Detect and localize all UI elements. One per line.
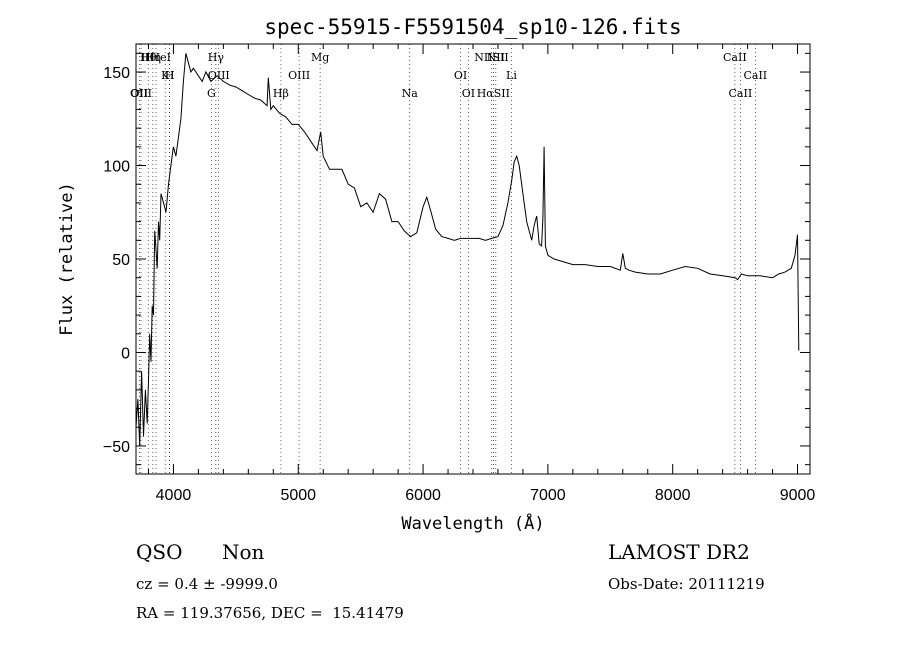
y-axis-label: Flux (relative) [57, 182, 77, 336]
line-label: CaII [743, 69, 767, 82]
line-label: OIII [208, 69, 230, 82]
y-tick-label: −50 [103, 439, 130, 456]
line-label: Mg [311, 51, 329, 64]
x-tick-label: 7000 [530, 487, 566, 504]
survey-name: LAMOST DR2 [608, 540, 750, 564]
line-label: NII [487, 51, 505, 64]
line-label: G [207, 87, 216, 100]
line-label: Hη [145, 51, 161, 64]
x-tick-label: 6000 [405, 487, 441, 504]
x-tick-label: 4000 [156, 487, 192, 504]
x-axis-label: Wavelength (Å) [401, 512, 544, 534]
obs-date: Obs-Date: 20111219 [608, 575, 765, 593]
line-label: H [165, 69, 175, 82]
y-axis: −50 0 50 100 150 [103, 52, 810, 466]
spectrum-line [135, 53, 800, 447]
line-label: HHeI [141, 51, 171, 64]
y-tick-label: 100 [103, 159, 130, 176]
line-label: OIII [130, 87, 152, 100]
line-label: OIII [288, 69, 310, 82]
line-label: Hθ [140, 51, 157, 64]
line-label: OI [462, 87, 475, 100]
x-tick-label: 5000 [280, 487, 316, 504]
line-label: Li [506, 69, 517, 82]
line-label: CaII [723, 51, 747, 64]
line-label: CaII [729, 87, 753, 100]
y-tick-label: 50 [112, 252, 130, 269]
line-label: OI [454, 69, 467, 82]
chart-title: spec-55915-F5591504_sp10-126.fits [264, 15, 681, 39]
line-markers [139, 44, 756, 474]
object-subclass: Non [222, 540, 265, 564]
ra-dec: RA = 119.37656, DEC = 15.41479 [136, 604, 404, 622]
x-tick-label: 8000 [655, 487, 691, 504]
y-tick-label: 0 [121, 345, 130, 362]
y-tick-label: 150 [103, 65, 130, 82]
x-tick-label: 9000 [780, 487, 816, 504]
redshift-text: cz = 0.4 ± -9999.0 [136, 575, 278, 593]
line-label: OII [131, 87, 149, 100]
line-labels: HθKOIIHHeIHOIIIHηHGHγOIIIHβMgOIIINaNIILi… [130, 51, 767, 100]
line-label: H [165, 69, 175, 82]
line-label: Hβ [273, 87, 289, 100]
line-label: K [161, 69, 170, 82]
line-label: NIISII [474, 51, 509, 64]
line-label: HαSII [477, 87, 510, 100]
x-axis: 4000 5000 6000 7000 8000 9000 [147, 44, 816, 504]
object-class: QSO [136, 540, 183, 564]
plot-frame [135, 43, 811, 475]
line-label: Hγ [208, 51, 225, 64]
line-label: Na [402, 87, 419, 100]
